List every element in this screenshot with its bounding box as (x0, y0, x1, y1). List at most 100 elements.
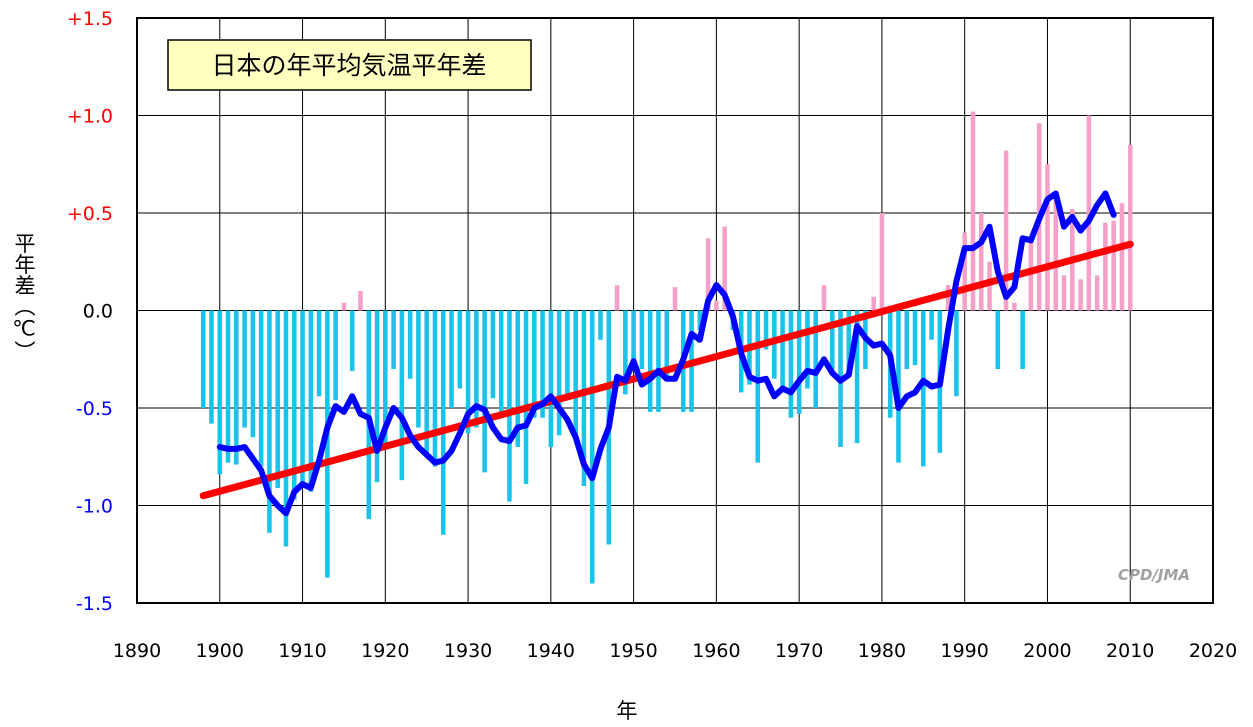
anomaly-bar (631, 310, 636, 360)
anomaly-bar (614, 285, 620, 311)
anomaly-bar (407, 310, 413, 379)
anomaly-bar (639, 310, 645, 369)
anomaly-bar (341, 302, 347, 311)
anomaly-bar (821, 285, 827, 311)
anomaly-bar (1020, 310, 1025, 369)
anomaly-bar (291, 310, 297, 500)
anomaly-bar (813, 310, 818, 408)
anomaly-bar (391, 310, 396, 369)
x-tick-labels: 1890 1900 1910 1920 1930 1940 1950 1960 1970 1980… (113, 640, 1237, 662)
anomaly-bar (647, 310, 653, 412)
x-tick-label: 2010 (1106, 640, 1154, 662)
anomaly-bar (970, 111, 976, 311)
y-tick-label: -1.0 (76, 496, 113, 518)
anomaly-bar (954, 310, 959, 397)
y-tick-label: 0.0 (83, 301, 113, 323)
x-tick-label: 1900 (196, 640, 244, 662)
anomaly-bar (374, 310, 380, 483)
anomaly-bar (796, 310, 802, 414)
chart-title: 日本の年平均気温平年差 (211, 51, 486, 80)
y-tick-labels: +1.5 +1.0 +0.5 0.0 -0.5 -1.0 -1.5 (67, 8, 113, 615)
anomaly-bar (1003, 150, 1009, 311)
anomaly-bar (440, 310, 446, 535)
anomaly-bar (250, 310, 256, 438)
anomaly-bar (805, 310, 810, 389)
anomaly-bar (829, 310, 835, 373)
anomaly-bar (1119, 203, 1125, 311)
anomaly-bar (904, 310, 910, 369)
y-tick-label: +1.0 (67, 106, 113, 128)
x-tick-label: 1980 (858, 640, 906, 662)
anomaly-bar (1012, 302, 1017, 311)
x-tick-label: 2000 (1023, 640, 1071, 662)
anomaly-bar (234, 310, 239, 465)
anomaly-bar (532, 310, 537, 418)
anomaly-bar (1053, 193, 1059, 311)
anomaly-bar (283, 310, 289, 547)
anomaly-bar (424, 310, 429, 457)
anomaly-bar (722, 226, 727, 311)
anomaly-bar (548, 310, 554, 447)
anomaly-bar (705, 238, 711, 311)
anomaly-bar (871, 296, 876, 311)
anomaly-bar (879, 213, 885, 311)
anomaly-bar (1111, 220, 1116, 311)
moving-average-group (216, 190, 1117, 517)
anomaly-bar (507, 310, 512, 502)
anomaly-bar (300, 310, 305, 488)
anomaly-bar (780, 310, 785, 393)
anomaly-bar (490, 310, 496, 399)
anomaly-bar (308, 310, 314, 492)
anomaly-bar (482, 310, 487, 473)
anomaly-bar (573, 310, 578, 442)
x-tick-label: 1940 (527, 640, 575, 662)
anomaly-bar (978, 213, 984, 311)
anomaly-bar (987, 261, 992, 311)
plot-frame (136, 17, 1214, 604)
anomaly-bar (921, 310, 926, 467)
x-axis-label: 年 (617, 699, 638, 723)
anomaly-bar (515, 310, 521, 447)
anomaly-bar (1127, 144, 1133, 311)
anomaly-bar (714, 300, 719, 311)
anomaly-bar (449, 310, 454, 408)
anomaly-bar (349, 310, 355, 371)
anomaly-bar (589, 310, 595, 584)
anomaly-bar (465, 310, 471, 434)
anomaly-bar (1045, 164, 1050, 311)
anomaly-bar (623, 310, 628, 395)
x-tick-label: 1960 (692, 640, 740, 662)
anomaly-bar (333, 310, 338, 401)
x-tick-label: 1890 (113, 640, 161, 662)
anomaly-bar (962, 232, 967, 311)
anomaly-bar (697, 310, 703, 330)
trend-line (199, 240, 1134, 500)
anomaly-bar (540, 310, 545, 418)
anomaly-bar (217, 310, 223, 475)
anomaly-bar (929, 310, 934, 340)
anomaly-bar (383, 310, 388, 447)
anomaly-bar (1078, 279, 1083, 311)
anomaly-bar (846, 310, 852, 369)
anomaly-bar (209, 310, 214, 424)
x-tick-label: 1920 (361, 640, 409, 662)
x-tick-label: 2020 (1189, 640, 1237, 662)
anomaly-bar (416, 310, 421, 428)
y-tick-label: +0.5 (67, 203, 113, 225)
anomaly-bar (316, 310, 322, 397)
anomaly-bar (896, 310, 901, 463)
anomaly-bar (854, 310, 860, 444)
anomaly-bar (755, 310, 761, 463)
anomaly-bar (995, 310, 1001, 369)
anomaly-bar (788, 310, 794, 418)
x-tick-label: 1950 (609, 640, 657, 662)
anomaly-bar (581, 310, 587, 486)
anomaly-bar (1094, 275, 1100, 311)
anomaly-bar (912, 310, 918, 366)
anomaly-bar (242, 310, 247, 428)
x-tick-label: 1970 (775, 640, 823, 662)
x-tick-label: 1930 (444, 640, 492, 662)
y-tick-label: -1.5 (76, 593, 113, 615)
anomaly-bar (432, 310, 438, 467)
